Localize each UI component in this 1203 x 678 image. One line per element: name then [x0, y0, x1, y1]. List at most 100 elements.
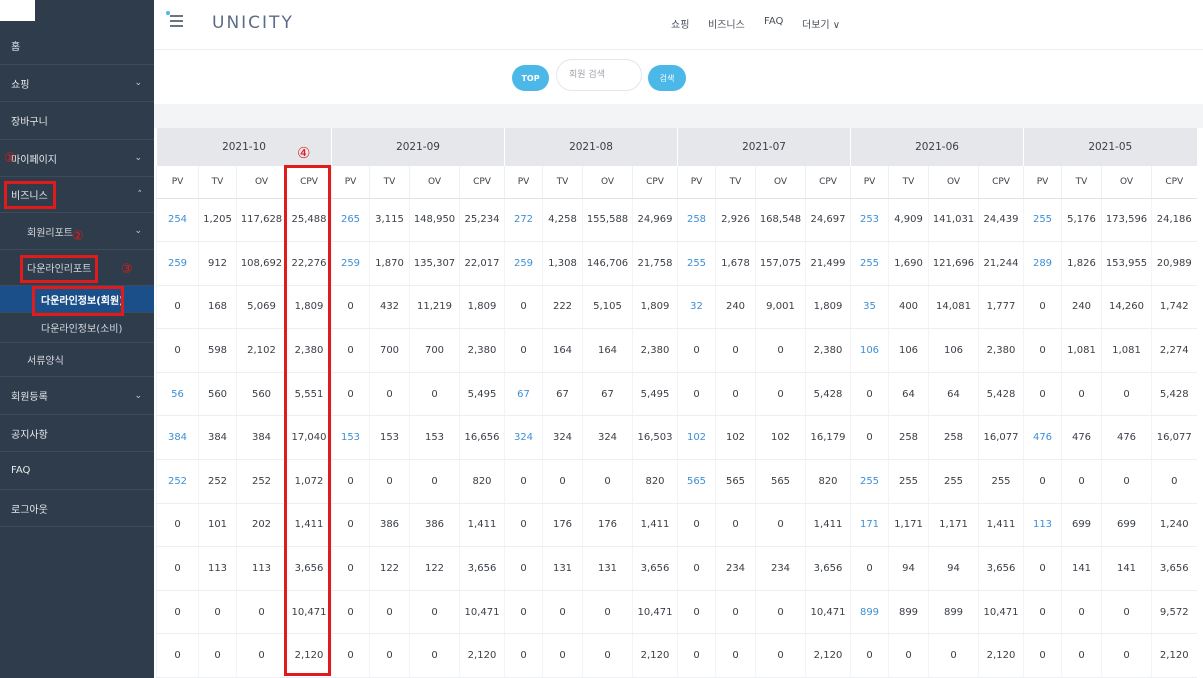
notification-dot-icon [166, 11, 170, 15]
month-header-2021-07: 2021-07 [677, 128, 851, 166]
table-cell: 24,186 [1151, 198, 1197, 243]
sidebar-item-downline-report[interactable]: 다운라인리포트 [0, 250, 154, 286]
table-cell: 0 [504, 590, 543, 635]
table-cell: 0 [1023, 459, 1062, 504]
table-cell: 0 [542, 633, 583, 678]
top-button[interactable]: TOP [512, 65, 549, 91]
sidebar-item-mypage[interactable]: 마이페이지 ⌄ [0, 140, 154, 177]
month-header-2021-08: 2021-08 [504, 128, 678, 166]
pv-link[interactable]: 259 [331, 241, 370, 286]
pv-link[interactable]: 254 [156, 198, 199, 243]
table-cell: 0 [1061, 633, 1102, 678]
table-cell: 3,115 [369, 198, 410, 243]
pv-link[interactable]: 324 [504, 415, 543, 461]
nav-faq[interactable]: FAQ [764, 16, 784, 27]
annotation-step-4: ④ [297, 144, 311, 162]
pv-link[interactable]: 153 [331, 415, 370, 461]
pv-link[interactable]: 32 [677, 285, 716, 330]
pv-link[interactable]: 259 [504, 241, 543, 286]
pv-link[interactable]: 565 [677, 459, 716, 504]
nav-more[interactable]: 더보기 ∨ [802, 20, 841, 31]
sidebar-item-member-register[interactable]: 회원등록 ⌄ [0, 377, 154, 415]
member-search-input[interactable] [556, 59, 642, 91]
pv-link[interactable]: 258 [677, 198, 716, 243]
pv-link[interactable]: 255 [677, 241, 716, 286]
table-cell: 1,171 [888, 503, 929, 548]
pv-link[interactable]: 265 [331, 198, 370, 243]
pv-link[interactable]: 102 [677, 415, 716, 461]
pv-link[interactable]: 106 [850, 328, 889, 373]
brand-logo[interactable]: UNICITY [212, 13, 294, 33]
pv-link[interactable]: 272 [504, 198, 543, 243]
table-row: 0 0 0 2,120 0 0 0 2,120 0 0 0 2,120 0 0 0 2,120 0 0 0 2,120… [156, 633, 1197, 678]
sidebar-item-home[interactable]: 홈 [0, 27, 154, 65]
nav-business[interactable]: 비즈니스 [708, 20, 745, 31]
table-cell: 1,411 [286, 503, 332, 548]
table-cell: 0 [409, 372, 460, 417]
col-header-ov: OV [755, 166, 806, 199]
sidebar-item-label: 쇼핑 [11, 79, 30, 91]
col-header-tv: TV [198, 166, 237, 199]
sidebar-item-documents[interactable]: 서류양식 [0, 343, 154, 377]
pv-link[interactable]: 253 [850, 198, 889, 243]
sidebar-item-member-report[interactable]: 회원리포트 ⌄ [0, 213, 154, 250]
table-cell: 0 [850, 372, 889, 417]
search-button[interactable]: 검색 [648, 65, 686, 91]
table-cell: 1,809 [459, 285, 505, 330]
table-cell: 1,411 [632, 503, 678, 548]
pv-link[interactable]: 384 [156, 415, 199, 461]
col-header-pv: PV [850, 166, 889, 199]
pv-link[interactable]: 252 [156, 459, 199, 504]
pv-link[interactable]: 255 [850, 241, 889, 286]
nav-shopping[interactable]: 쇼핑 [671, 20, 690, 31]
table-cell: 0 [369, 590, 410, 635]
pv-link[interactable]: 289 [1023, 241, 1062, 286]
pv-link[interactable]: 899 [850, 590, 889, 635]
pv-link[interactable]: 255 [850, 459, 889, 504]
table-cell: 64 [888, 372, 929, 417]
table-cell: 432 [369, 285, 410, 330]
table-cell: 131 [542, 546, 583, 591]
sidebar-item-cart[interactable]: 장바구니 [0, 102, 154, 140]
pv-link[interactable]: 35 [850, 285, 889, 330]
table-cell: 0 [1101, 590, 1152, 635]
pv-link[interactable]: 476 [1023, 415, 1062, 461]
chevron-up-icon: ˄ [137, 189, 143, 200]
sidebar-item-notice[interactable]: 공지사항 [0, 415, 154, 452]
pv-link[interactable]: 255 [1023, 198, 1062, 243]
table-cell: 94 [888, 546, 929, 591]
hamburger-menu-icon[interactable] [170, 15, 183, 29]
highlight-box-business [4, 181, 56, 209]
downline-table: 2021-10 2021-09 2021-08 2021-07 2021-06 2021-… [156, 128, 1197, 678]
table-cell: 0 [850, 415, 889, 461]
table-cell: 22,017 [459, 241, 505, 286]
col-header-ov: OV [236, 166, 287, 199]
pv-link[interactable]: 56 [156, 372, 199, 417]
table-cell: 5,069 [236, 285, 287, 330]
sidebar-item-downline-info-member[interactable]: 다운라인정보(회원) [0, 286, 154, 313]
sidebar-item-downline-info-consumer[interactable]: 다운라인정보(소비) [0, 313, 154, 343]
sidebar-item-shopping[interactable]: 쇼핑 ⌄ [0, 65, 154, 102]
sidebar-item-faq[interactable]: FAQ [0, 452, 154, 490]
table-cell: 0 [331, 590, 370, 635]
table-cell: 0 [156, 285, 199, 330]
pv-link[interactable]: 67 [504, 372, 543, 417]
table-cell: 155,588 [582, 198, 633, 243]
table-cell: 0 [369, 372, 410, 417]
sidebar-item-label: 다운라인정보(회원) [41, 295, 124, 307]
table-cell: 0 [715, 633, 756, 678]
table-cell: 1,777 [978, 285, 1024, 330]
pv-link[interactable]: 113 [1023, 503, 1062, 548]
table-cell: 1,411 [805, 503, 851, 548]
table-cell: 0 [236, 633, 287, 678]
table-cell: 1,870 [369, 241, 410, 286]
table-cell: 0 [1023, 546, 1062, 591]
table-cell: 5,551 [286, 372, 332, 417]
pv-link[interactable]: 171 [850, 503, 889, 548]
pv-link[interactable]: 259 [156, 241, 199, 286]
sidebar-item-logout[interactable]: 로그아웃 [0, 490, 154, 527]
sidebar-item-business[interactable]: 비즈니스 ˄ [0, 177, 154, 213]
table-cell: 113 [236, 546, 287, 591]
